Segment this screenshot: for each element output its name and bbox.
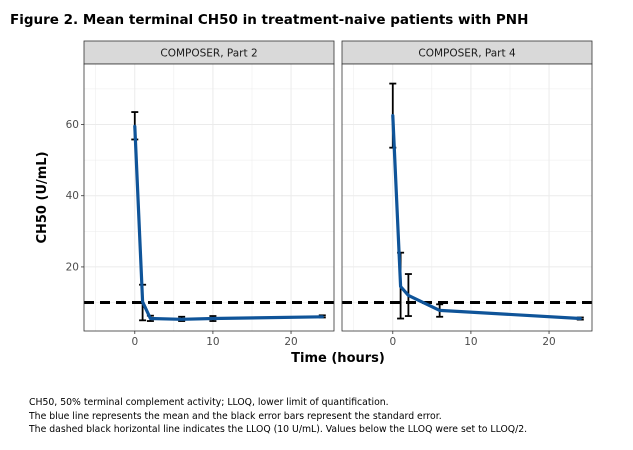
mean-line [391,113,582,321]
panel-1: COMPOSER, Part 2 0 10 20 [83,40,335,348]
x-tick-label: 10 [464,336,477,348]
panel-strip-title: COMPOSER, Part 2 [160,48,257,60]
footnote-line-1: CH50, 50% terminal complement activity; … [29,397,389,408]
x-tick-label: 0 [131,336,138,348]
panel-border [83,63,335,332]
y-tick-label: 60 [66,119,79,131]
y-tick-label: 20 [66,261,79,273]
x-axis-title: Time (hours) [291,351,385,366]
y-tick-label: 40 [66,190,79,202]
figure-title: Figure 2. Mean terminal CH50 in treatmen… [10,12,529,28]
panel-background [342,64,592,331]
footnote-line-3: The dashed black horizontal line indicat… [29,424,528,436]
panel-strip-title: COMPOSER, Part 4 [418,48,516,60]
mean-line [133,124,324,321]
x-tick-label: 10 [206,336,219,348]
x-tick-label: 20 [542,336,555,348]
panel-background [84,64,334,331]
panel-2: COMPOSER, Part 4 0 10 20 [341,40,593,348]
x-tick-label: 0 [389,336,396,348]
footnotes: CH50, 50% terminal complement activity; … [29,396,527,437]
y-axis-title: CH50 (U/mL) [35,151,50,243]
x-tick-label: 20 [284,336,297,348]
footnote-line-2: The blue line represents the mean and th… [29,410,442,422]
chart: COMPOSER, Part 2 0 10 20 COMPOSER, Part 4 0 10… [35,40,593,366]
panel-border [341,63,593,332]
